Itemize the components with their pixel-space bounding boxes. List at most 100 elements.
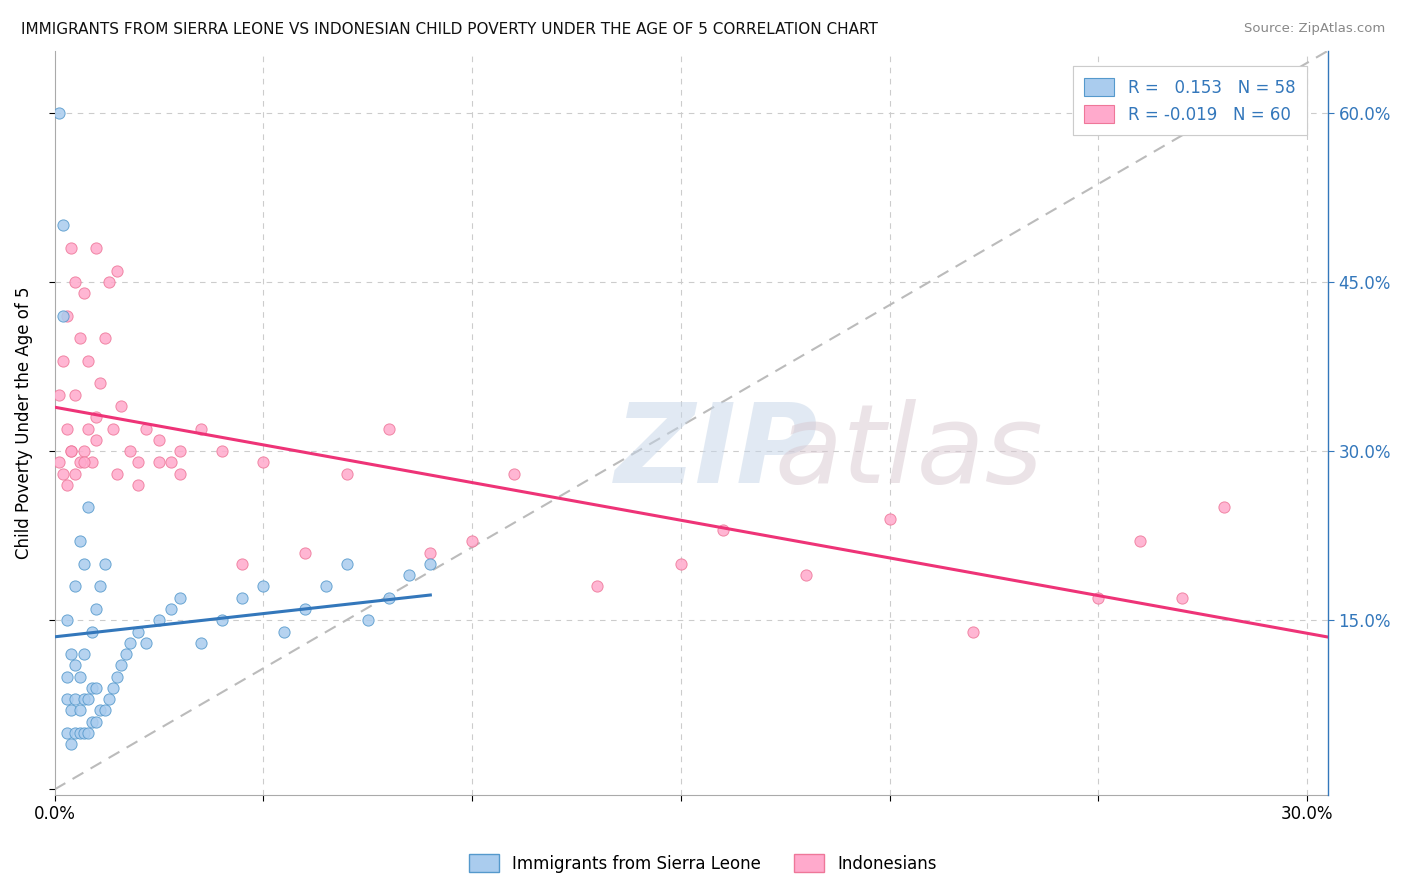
Point <box>101 421 124 435</box>
Point <box>77 500 100 515</box>
Point <box>65 579 87 593</box>
Point <box>65 658 87 673</box>
Point <box>669 557 692 571</box>
Text: Source: ZipAtlas.com: Source: ZipAtlas.com <box>1244 22 1385 36</box>
Point <box>1171 591 1194 605</box>
Point <box>211 613 233 627</box>
Point <box>73 286 96 301</box>
Point <box>52 219 75 233</box>
Y-axis label: Child Poverty Under the Age of 5: Child Poverty Under the Age of 5 <box>15 286 32 559</box>
Point <box>711 523 734 537</box>
Point <box>48 105 70 120</box>
Point <box>84 241 107 255</box>
Point <box>586 579 609 593</box>
Point <box>60 444 83 458</box>
Point <box>231 591 253 605</box>
Point <box>84 433 107 447</box>
Point <box>135 636 157 650</box>
Point <box>65 726 87 740</box>
Point <box>97 692 120 706</box>
Point <box>84 602 107 616</box>
Legend: Immigrants from Sierra Leone, Indonesians: Immigrants from Sierra Leone, Indonesian… <box>463 847 943 880</box>
Point <box>127 455 149 469</box>
Point <box>231 557 253 571</box>
Point <box>69 726 91 740</box>
Point <box>65 467 87 481</box>
Point <box>114 647 136 661</box>
Point <box>69 455 91 469</box>
Point <box>294 545 316 559</box>
Point <box>169 444 191 458</box>
Point <box>93 331 115 345</box>
Point <box>48 387 70 401</box>
Point <box>1212 500 1234 515</box>
Point <box>65 275 87 289</box>
Point <box>56 613 79 627</box>
Point <box>794 568 817 582</box>
Point <box>73 455 96 469</box>
Legend: R =   0.153   N = 58, R = -0.019   N = 60: R = 0.153 N = 58, R = -0.019 N = 60 <box>1073 67 1308 136</box>
Point <box>190 636 212 650</box>
Point <box>1129 534 1152 549</box>
Point <box>77 692 100 706</box>
Point <box>69 534 91 549</box>
Point <box>69 670 91 684</box>
Point <box>73 692 96 706</box>
Point <box>60 241 83 255</box>
Point <box>1087 591 1109 605</box>
Point <box>77 726 100 740</box>
Point <box>52 467 75 481</box>
Point <box>105 467 128 481</box>
Point <box>60 703 83 717</box>
Point <box>148 433 170 447</box>
Point <box>377 591 399 605</box>
Point <box>502 467 524 481</box>
Point <box>73 726 96 740</box>
Point <box>160 455 183 469</box>
Point <box>148 613 170 627</box>
Point <box>56 478 79 492</box>
Point <box>962 624 984 639</box>
Point <box>73 557 96 571</box>
Point <box>273 624 295 639</box>
Text: IMMIGRANTS FROM SIERRA LEONE VS INDONESIAN CHILD POVERTY UNDER THE AGE OF 5 CORR: IMMIGRANTS FROM SIERRA LEONE VS INDONESI… <box>21 22 877 37</box>
Point <box>148 455 170 469</box>
Point <box>56 309 79 323</box>
Point <box>419 545 441 559</box>
Point <box>294 602 316 616</box>
Point <box>89 376 111 391</box>
Point <box>69 703 91 717</box>
Point <box>82 681 104 695</box>
Point <box>65 387 87 401</box>
Point <box>190 421 212 435</box>
Point <box>160 602 183 616</box>
Point <box>84 714 107 729</box>
Point <box>336 557 359 571</box>
Point <box>169 467 191 481</box>
Point <box>135 421 157 435</box>
Point <box>118 444 141 458</box>
Point <box>84 410 107 425</box>
Point <box>69 331 91 345</box>
Point <box>211 444 233 458</box>
Point <box>82 455 104 469</box>
Point <box>110 658 132 673</box>
Point <box>48 455 70 469</box>
Point <box>82 624 104 639</box>
Point <box>118 636 141 650</box>
Point <box>77 354 100 368</box>
Point <box>93 703 115 717</box>
Point <box>315 579 337 593</box>
Point <box>110 399 132 413</box>
Point <box>461 534 484 549</box>
Point <box>52 354 75 368</box>
Point <box>357 613 380 627</box>
Point <box>73 444 96 458</box>
Point <box>60 647 83 661</box>
Point <box>93 557 115 571</box>
Point <box>97 275 120 289</box>
Point <box>52 309 75 323</box>
Point <box>105 670 128 684</box>
Point <box>252 579 274 593</box>
Point <box>127 624 149 639</box>
